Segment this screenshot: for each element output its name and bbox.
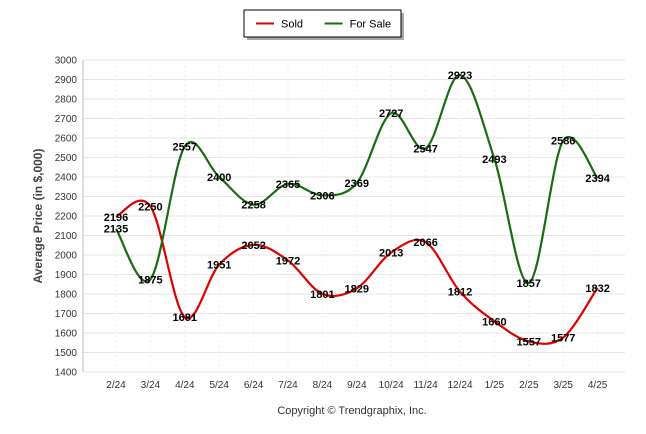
y-tick-label: 2700 [55, 114, 78, 125]
y-tick-label: 2300 [55, 192, 78, 203]
data-label-for-sale: 1875 [138, 274, 162, 286]
data-label-sold: 1832 [585, 283, 609, 295]
data-label-sold: 1829 [345, 283, 369, 295]
data-label-sold: 1681 [173, 312, 197, 324]
data-label-for-sale: 2369 [345, 178, 369, 190]
data-label-sold: 1577 [551, 332, 575, 344]
y-tick-label: 2500 [55, 153, 78, 164]
data-label-for-sale: 2306 [310, 190, 334, 202]
y-tick-label: 2600 [55, 134, 78, 145]
x-tick-label: 2/24 [106, 380, 126, 391]
data-label-sold: 2250 [138, 201, 162, 213]
y-tick-label: 1800 [55, 290, 78, 301]
data-label-for-sale: 1857 [517, 278, 541, 290]
data-label-for-sale: 2547 [413, 143, 437, 155]
data-label-sold: 1972 [276, 255, 300, 267]
y-tick-label: 1500 [55, 348, 78, 359]
y-tick-label: 2900 [55, 75, 78, 86]
series-line-sold [115, 199, 599, 345]
data-label-for-sale: 2365 [276, 179, 300, 191]
x-tick-label: 1/25 [485, 380, 505, 391]
data-label-for-sale: 2135 [104, 224, 128, 236]
series-line-for-sale [115, 73, 599, 284]
data-label-sold: 2052 [241, 240, 265, 252]
y-tick-label: 1700 [55, 309, 78, 320]
data-label-sold: 1660 [482, 316, 506, 328]
data-label-for-sale: 2557 [173, 141, 197, 153]
x-tick-label: 2/25 [519, 380, 539, 391]
x-tick-label: 4/25 [588, 380, 608, 391]
y-tick-label: 1900 [55, 270, 78, 281]
data-label-for-sale: 2727 [379, 108, 403, 120]
y-tick-label: 2000 [55, 251, 78, 262]
y-axis-label: Average Price (in $,000) [31, 149, 45, 284]
y-tick-label: 2200 [55, 212, 78, 223]
axes: 1400 1500 1600 1700 1800 1900 2000 2100 2200 2300… [55, 56, 608, 392]
x-tick-label: 8/24 [313, 380, 333, 391]
x-tick-label: 10/24 [379, 380, 404, 391]
x-tick-label: 5/24 [209, 380, 229, 391]
y-tick-label: 2100 [55, 231, 78, 242]
x-tick-label: 12/24 [447, 380, 472, 391]
data-label-sold: 1812 [448, 287, 472, 299]
y-tick-label: 2800 [55, 95, 78, 106]
data-label-sold: 1557 [517, 336, 541, 348]
y-tick-label: 1400 [55, 368, 78, 379]
x-tick-label: 4/24 [175, 380, 195, 391]
data-label-for-sale: 2493 [482, 154, 506, 166]
data-label-sold: 1951 [207, 260, 231, 272]
legend-label-sold: Sold [281, 19, 303, 31]
grid [83, 59, 625, 373]
data-label-for-sale: 2400 [207, 172, 231, 184]
legend-label-for-sale: For Sale [350, 19, 392, 31]
y-tick-label: 2400 [55, 173, 78, 184]
data-label-sold: 1801 [310, 289, 334, 301]
x-tick-label: 3/25 [553, 380, 573, 391]
copyright-footer: Copyright © Trendgraphix, Inc. [277, 405, 426, 417]
x-tick-label: 9/24 [347, 380, 367, 391]
data-label-for-sale: 2258 [241, 200, 265, 212]
x-tick-label: 7/24 [278, 380, 298, 391]
x-tick-label: 6/24 [244, 380, 264, 391]
x-tick-label: 11/24 [413, 380, 438, 391]
data-label-for-sale: 2394 [585, 173, 610, 185]
data-label-sold: 2013 [379, 247, 403, 259]
data-label-for-sale: 2923 [448, 70, 472, 82]
y-tick-label: 3000 [55, 56, 78, 67]
legend: Sold For Sale [243, 9, 404, 40]
series-lines [115, 73, 599, 345]
data-label-sold: 2196 [104, 212, 128, 224]
data-label-sold: 2066 [413, 237, 437, 249]
y-tick-label: 1600 [55, 329, 78, 340]
data-label-for-sale: 2586 [551, 136, 575, 148]
data-labels: 2196 2250 1681 1951 2052 1972 1801 1829 2013 2066… [104, 70, 611, 348]
x-tick-label: 3/24 [141, 380, 161, 391]
